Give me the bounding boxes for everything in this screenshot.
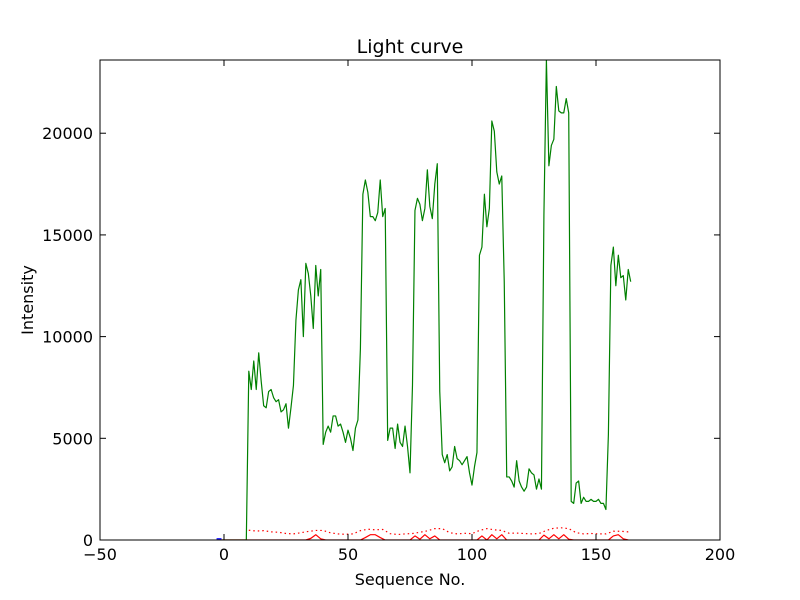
plot-frame xyxy=(99,59,721,541)
x-axis-title: Sequence No. xyxy=(355,570,466,589)
y-tick-label: 0 xyxy=(83,531,93,550)
series-layer xyxy=(216,60,632,540)
x-tick-label: 0 xyxy=(219,545,229,564)
x-tick-label: 100 xyxy=(457,545,488,564)
x-tick-label: 50 xyxy=(338,545,358,564)
series-line-0 xyxy=(216,60,632,540)
y-tick-label: 20000 xyxy=(42,124,93,143)
series-line-2 xyxy=(216,534,629,540)
x-tick-label: 200 xyxy=(705,545,736,564)
y-tick-label: 5000 xyxy=(52,429,93,448)
chart-title: Light curve xyxy=(357,36,464,58)
y-tick-label: 15000 xyxy=(42,226,93,245)
x-tick-label: 150 xyxy=(581,545,612,564)
x-tick-label: −50 xyxy=(83,545,117,564)
y-axis-title: Intensity xyxy=(18,265,37,335)
y-tick-label: 10000 xyxy=(42,328,93,347)
